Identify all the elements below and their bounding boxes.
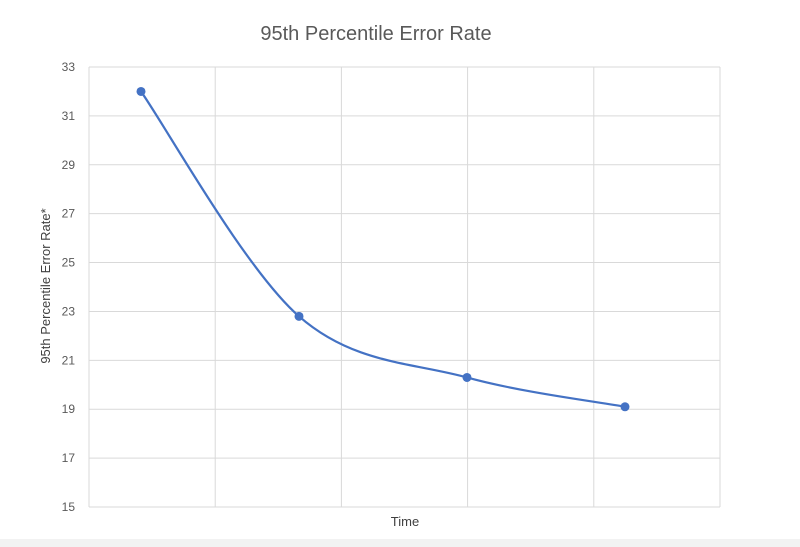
data-point — [620, 402, 630, 412]
y-tick-label: 23 — [62, 304, 76, 318]
y-tick-label: 29 — [62, 158, 76, 172]
grid-lines — [88, 66, 721, 508]
y-tick-label: 17 — [62, 451, 76, 465]
series-layer — [136, 86, 630, 412]
y-tick-label: 27 — [62, 207, 76, 221]
data-point — [136, 86, 146, 96]
x-axis-title: Time — [391, 514, 419, 529]
chart-title: 95th Percentile Error Rate — [260, 23, 491, 45]
y-tick-label: 25 — [62, 256, 76, 270]
bottom-strip — [0, 539, 800, 547]
y-axis-title: 95th Percentile Error Rate* — [38, 208, 53, 363]
y-tick-label: 19 — [62, 402, 76, 416]
y-axis-tick-labels: 15 17 19 21 23 25 27 29 31 33 — [62, 60, 76, 514]
y-tick-label: 31 — [62, 109, 76, 123]
y-tick-label: 33 — [62, 60, 76, 74]
data-point — [294, 311, 304, 321]
series-line — [140, 90, 626, 408]
y-tick-label: 21 — [62, 353, 76, 367]
y-tick-label: 15 — [62, 500, 76, 514]
data-point — [462, 372, 472, 382]
